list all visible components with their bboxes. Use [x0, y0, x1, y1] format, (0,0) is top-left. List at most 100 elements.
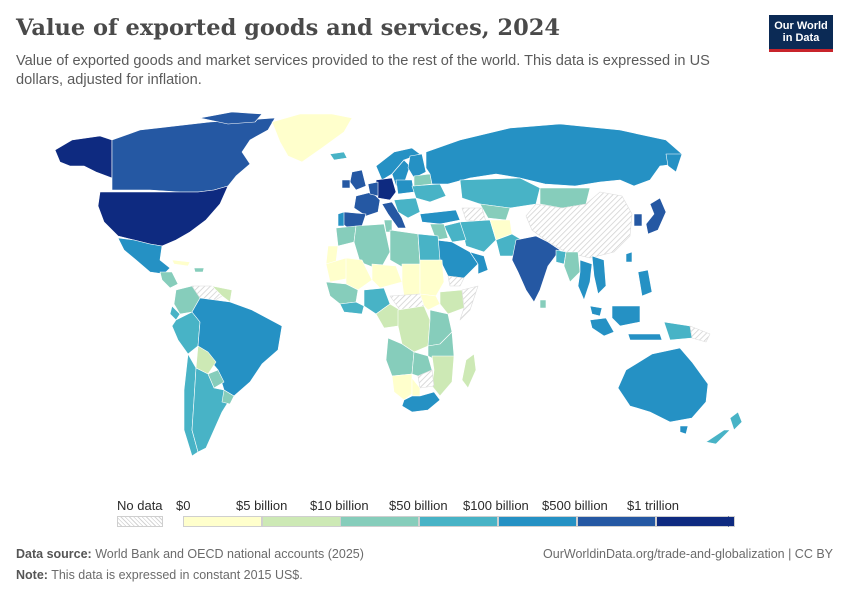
country-cuba[interactable]: [171, 259, 191, 267]
footer-url[interactable]: OurWorldinData.org/trade-and-globalizati…: [543, 547, 833, 561]
country-south-africa[interactable]: [401, 391, 441, 413]
legend-bin-label-4: $100 billion: [463, 498, 529, 513]
country-greenland[interactable]: [271, 113, 353, 163]
country-thailand[interactable]: [577, 259, 593, 301]
country-poland[interactable]: [395, 179, 415, 195]
country-south-sudan[interactable]: [419, 293, 441, 311]
world-map[interactable]: [0, 100, 850, 490]
logo-line-2: in Data: [782, 32, 820, 44]
country-russia[interactable]: [425, 123, 683, 187]
country-south-korea[interactable]: [633, 213, 643, 227]
country-central-america[interactable]: [159, 271, 179, 289]
country-papua-new-guinea[interactable]: [689, 325, 711, 343]
country-united-states[interactable]: [97, 185, 229, 247]
legend-bin-label-0: $0: [176, 498, 191, 513]
country-taiwan[interactable]: [625, 251, 633, 263]
legend-bin-label-5: $500 billion: [542, 498, 608, 513]
owid-logo[interactable]: Our World in Data: [769, 15, 833, 52]
chart-subtitle: Value of exported goods and market servi…: [16, 53, 710, 88]
country-hispaniola[interactable]: [193, 267, 205, 273]
legend-swatch-4[interactable]: [498, 516, 577, 527]
map-legend: No data $0 $5 billion $10 billion $50 bi…: [0, 492, 850, 542]
country-niger[interactable]: [371, 263, 403, 289]
country-dr-congo[interactable]: [397, 305, 431, 353]
country-iceland[interactable]: [329, 151, 348, 161]
note-text: This data is expressed in constant 2015 …: [51, 568, 303, 582]
country-sudan[interactable]: [419, 259, 445, 297]
country-germany[interactable]: [375, 177, 397, 201]
country-sweden[interactable]: [391, 159, 411, 187]
country-new-zealand[interactable]: [705, 411, 743, 445]
country-iraq[interactable]: [443, 221, 467, 243]
country-somalia[interactable]: [459, 285, 479, 321]
country-italy[interactable]: [381, 201, 407, 229]
country-venezuela[interactable]: [191, 285, 223, 303]
country-tasmania[interactable]: [679, 425, 689, 435]
legend-bin-label-1: $5 billion: [236, 498, 288, 513]
country-uae-oman[interactable]: [469, 251, 489, 275]
country-india[interactable]: [511, 235, 561, 303]
country-argentina[interactable]: [191, 367, 233, 453]
country-malaysia[interactable]: [589, 305, 603, 317]
country-libya[interactable]: [389, 229, 421, 269]
country-benelux[interactable]: [367, 181, 379, 197]
legend-bin-label-3: $50 billion: [389, 498, 448, 513]
country-bolivia[interactable]: [195, 345, 217, 375]
legend-swatch-1[interactable]: [262, 516, 341, 527]
legend-bin-label-2: $10 billion: [310, 498, 369, 513]
legend-no-data-label: No data: [117, 498, 163, 513]
country-vietnam[interactable]: [591, 255, 607, 295]
legend-swatch-6[interactable]: [656, 516, 735, 527]
country-japan[interactable]: [645, 197, 667, 235]
country-mali[interactable]: [345, 257, 373, 291]
country-portugal[interactable]: [337, 211, 345, 227]
legend-swatch-0[interactable]: [183, 516, 262, 527]
country-australia[interactable]: [617, 347, 709, 423]
footer-note: Note: This data is expressed in constant…: [16, 568, 303, 582]
country-malawi-moz[interactable]: [431, 355, 455, 397]
country-egypt[interactable]: [417, 233, 441, 263]
legend-swatch-5[interactable]: [577, 516, 656, 527]
legend-swatch-3[interactable]: [419, 516, 498, 527]
country-namibia[interactable]: [391, 373, 413, 401]
source-text[interactable]: World Bank and OECD national accounts (2…: [95, 547, 364, 561]
country-balkans[interactable]: [393, 197, 421, 219]
country-ireland[interactable]: [341, 179, 351, 189]
country-finland[interactable]: [407, 153, 427, 179]
country-uruguay[interactable]: [221, 389, 235, 405]
country-morocco[interactable]: [335, 225, 357, 247]
country-mexico[interactable]: [117, 237, 171, 275]
country-turkey[interactable]: [419, 209, 461, 225]
country-myanmar[interactable]: [563, 251, 581, 283]
country-philippines[interactable]: [637, 269, 653, 297]
country-sri-lanka[interactable]: [539, 299, 547, 309]
legend-arrow-icon: [728, 516, 734, 527]
country-turkmenistan[interactable]: [461, 207, 487, 223]
country-chad[interactable]: [401, 263, 421, 297]
country-united-kingdom[interactable]: [349, 169, 367, 191]
country-zimbabwe[interactable]: [417, 369, 435, 389]
country-ethiopia[interactable]: [439, 289, 465, 315]
country-ukraine[interactable]: [411, 183, 447, 203]
country-madagascar[interactable]: [461, 353, 477, 389]
country-yemen[interactable]: [447, 275, 465, 287]
country-alaska[interactable]: [54, 135, 113, 179]
country-russia-kamchatka[interactable]: [665, 153, 683, 173]
country-new-guinea[interactable]: [663, 321, 693, 341]
country-ghana-ivory[interactable]: [339, 301, 365, 315]
country-canada[interactable]: [111, 117, 276, 193]
country-belarus[interactable]: [413, 173, 433, 187]
legend-bin-label-6: $1 trillion: [627, 498, 680, 513]
chart-title: Value of exported goods and services, 20…: [16, 15, 561, 41]
note-label: Note:: [16, 568, 48, 582]
legend-swatch-2[interactable]: [340, 516, 419, 527]
country-kazakhstan[interactable]: [459, 177, 541, 209]
legend-no-data-swatch[interactable]: [117, 516, 163, 527]
country-canada-islands[interactable]: [199, 111, 263, 125]
source-label: Data source:: [16, 547, 92, 561]
country-china[interactable]: [525, 191, 633, 259]
country-iran[interactable]: [459, 219, 497, 253]
country-indonesia[interactable]: [589, 305, 663, 341]
logo-line-1: Our World: [774, 20, 828, 32]
footer-source: Data source: World Bank and OECD nationa…: [16, 547, 364, 561]
